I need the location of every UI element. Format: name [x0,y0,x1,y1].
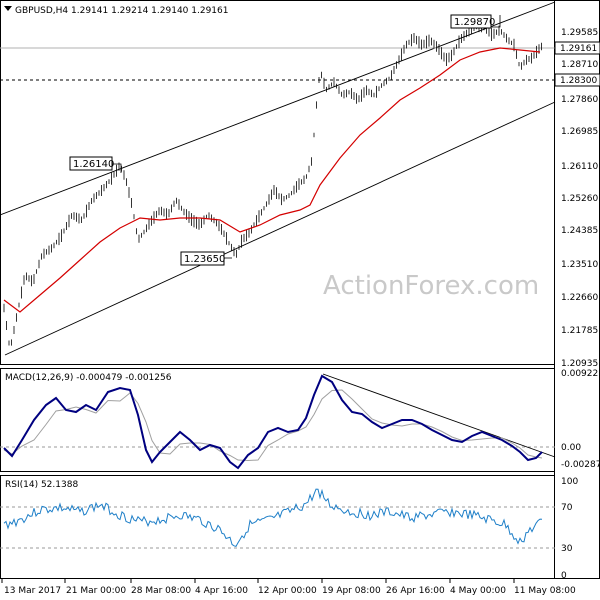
y-tick: 1.25260 [561,194,598,204]
current-price-tag: 1.29161 [554,41,600,55]
macd-tick: -0.002879 [561,460,600,470]
macd-tick: 0.009227 [561,369,600,379]
macd-panel [0,368,555,472]
y-tick: 1.27860 [561,95,598,105]
watermark: ActionForex.com [323,271,539,301]
x-tick: 13 Mar 2017 [4,586,61,596]
x-tick: 28 Mar 08:00 [131,586,191,596]
y-tick: 1.20935 [561,359,598,369]
x-tick: 11 May 08:00 [514,586,576,596]
x-tick: 4 Apr 16:00 [195,586,248,596]
annotation-high: 1.29870 [450,14,501,29]
support-price-tag: 1.28300 [554,73,600,87]
main-title: GBPUSD,H4 1.29141 1.29214 1.29140 1.2916… [4,6,228,16]
annotation-low: 1.23650 [180,251,232,266]
y-tick: 1.26110 [561,162,598,172]
svg-text:1.29161: 1.29161 [560,44,597,54]
x-tick: 21 Mar 00:00 [66,586,126,596]
x-tick: 26 Apr 16:00 [386,586,445,596]
svg-text:1.28300: 1.28300 [560,76,597,86]
macd-signal-line [3,389,543,462]
moving-average-line [3,47,541,313]
macd-tick: 0.00 [561,443,581,453]
annotation-mid: 1.26140 [69,156,122,173]
rsi-title: RSI(14) 52.1388 [5,480,78,490]
svg-text:1.23650: 1.23650 [184,254,225,265]
macd-trendline [322,373,556,458]
right-axis-frame [554,0,600,579]
rsi-panel [0,475,555,579]
x-tick: 4 May 00:00 [450,586,506,596]
rsi-line [3,488,543,547]
channel-upper-line [0,1,556,216]
svg-text:GBPUSD,H4 1.29141 1.29214 1.2: GBPUSD,H4 1.29141 1.29214 1.29140 1.2916… [15,6,228,16]
x-tick: 19 Apr 08:00 [322,586,381,596]
y-tick: 1.26985 [561,127,598,137]
y-tick: 1.29585 [561,28,598,38]
x-axis: 13 Mar 2017 21 Mar 00:00 28 Mar 08:00 4 … [1,579,576,596]
rsi-tick: 30 [561,544,573,554]
macd-line [3,374,543,470]
svg-text:1.29870: 1.29870 [454,17,495,28]
rsi-tick: 0 [561,571,567,581]
y-tick: 1.21785 [561,326,598,336]
y-tick: 1.28710 [561,60,598,70]
channel-lower-line [4,101,556,356]
rsi-tick: 100 [561,477,578,487]
svg-text:1.26140: 1.26140 [73,159,114,170]
y-tick: 1.24385 [561,226,598,236]
main-y-axis: 1.29585 1.28710 1.27860 1.26985 1.26110 … [561,28,598,369]
y-tick: 1.22660 [561,293,598,303]
y-tick: 1.23510 [561,260,598,270]
macd-title: MACD(12,26,9) -0.000479 -0.001256 [5,373,172,383]
rsi-tick: 70 [561,503,573,513]
x-tick: 12 Apr 00:00 [258,586,317,596]
